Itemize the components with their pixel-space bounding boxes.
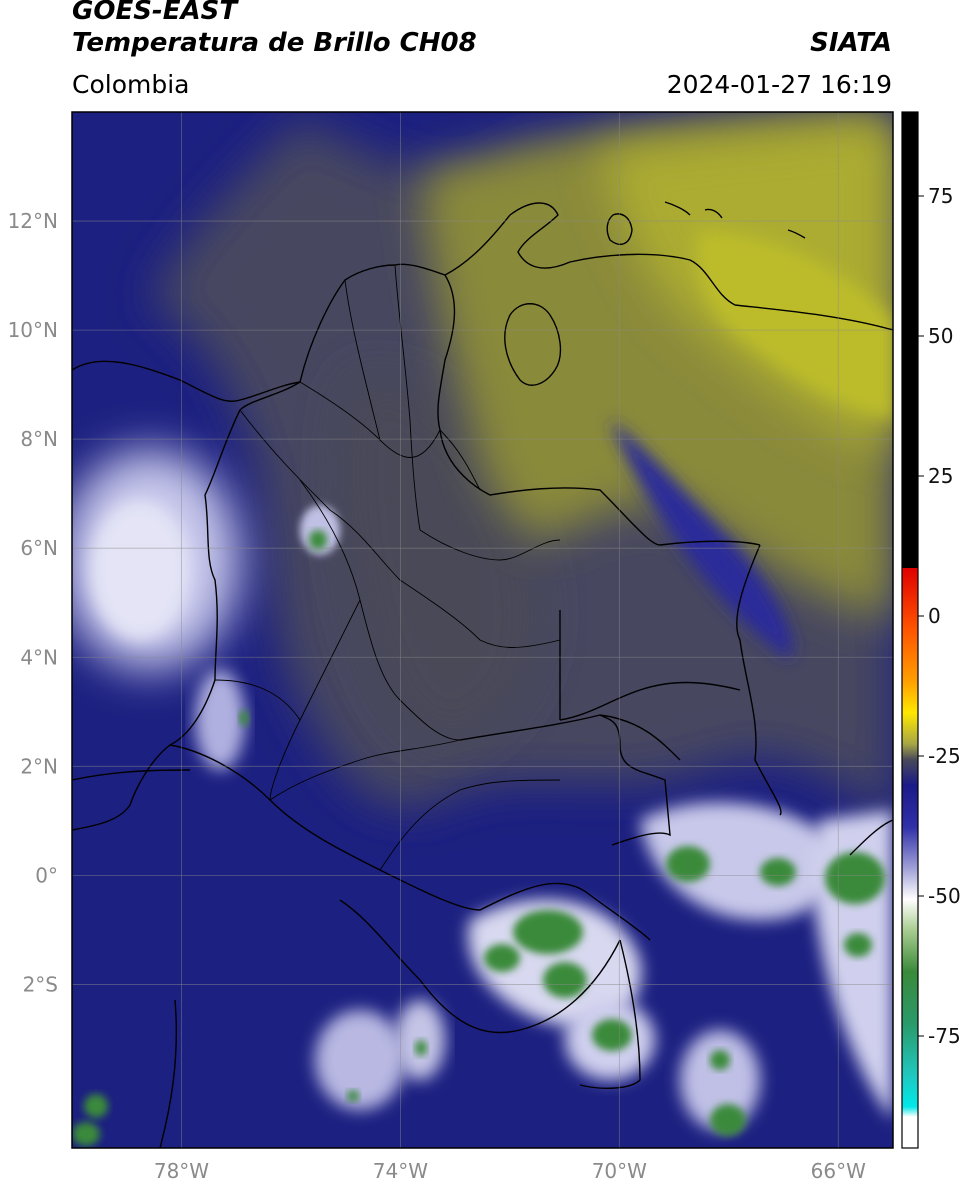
colorbar (901, 111, 919, 1149)
brightness-temperature-field (72, 112, 893, 1148)
latitude-label: 10°N (8, 318, 58, 342)
colorbar-tick-label: -75 (928, 1024, 961, 1048)
colorbar-tick-label: 0 (928, 604, 941, 628)
colorbar-tick-label: 25 (928, 464, 953, 488)
longitude-label: 78°W (154, 1159, 209, 1183)
latitude-label: 2°N (20, 754, 58, 778)
organization-label: SIATA (810, 28, 892, 58)
product-title: Temperatura de Brillo CH08 (72, 28, 477, 58)
colorbar-tick-label: 75 (928, 184, 953, 208)
country-borders (72, 201, 893, 1148)
latitude-label: 8°N (20, 427, 58, 451)
map-frame (71, 111, 894, 1149)
latitude-label: 4°N (20, 645, 58, 669)
latitude-ticks: 12°N 10°N 8°N 6°N 4°N 2°N 0° 2°S (8, 209, 58, 996)
colorbar-tick-label: -50 (928, 884, 961, 908)
satellite-title: GOES-EAST (72, 0, 238, 26)
department-borders (214, 264, 561, 871)
cold-cloud-cores (72, 530, 885, 1146)
longitude-label: 70°W (592, 1159, 647, 1183)
longitude-label: 66°W (811, 1159, 866, 1183)
latitude-label: 0° (35, 863, 58, 887)
region-label: Colombia (72, 70, 190, 99)
colorbar-tick-label: 50 (928, 324, 953, 348)
longitude-label: 74°W (373, 1159, 428, 1183)
latitude-label: 12°N (8, 209, 58, 233)
latitude-label: 6°N (20, 536, 58, 560)
colorbar-ticks: 75 50 25 0 -25 -50 -75 (918, 184, 961, 1048)
latitude-label: 2°S (23, 972, 58, 996)
longitude-ticks: 78°W 74°W 70°W 66°W (154, 1159, 866, 1183)
graticule (72, 112, 893, 1148)
datetime-label: 2024-01-27 16:19 (666, 70, 892, 99)
colorbar-tick-label: -25 (928, 744, 961, 768)
